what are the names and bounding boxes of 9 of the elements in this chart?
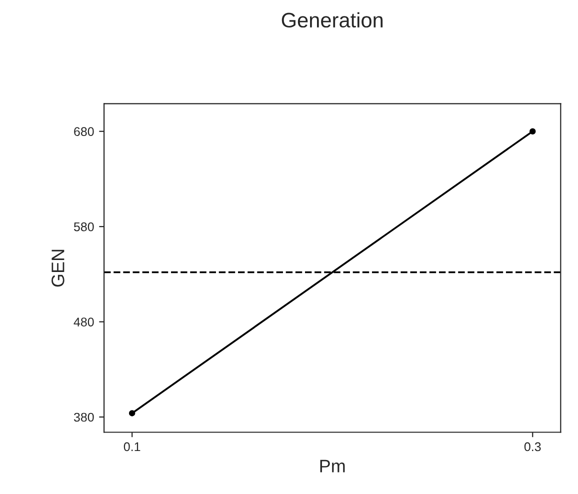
y-tick-label: 380 [74, 412, 94, 422]
y-tick-label: 480 [74, 318, 94, 326]
chart-title: Generation [282, 12, 383, 28]
x-tick-label: 0.3 [524, 442, 541, 452]
y-axis-title: GEN [52, 250, 64, 287]
x-axis-title: Pm [320, 460, 345, 472]
y-tick-label: 580 [74, 222, 94, 232]
x-tick-label: 0.1 [124, 442, 140, 452]
y-tick-label: 680 [74, 127, 94, 136]
